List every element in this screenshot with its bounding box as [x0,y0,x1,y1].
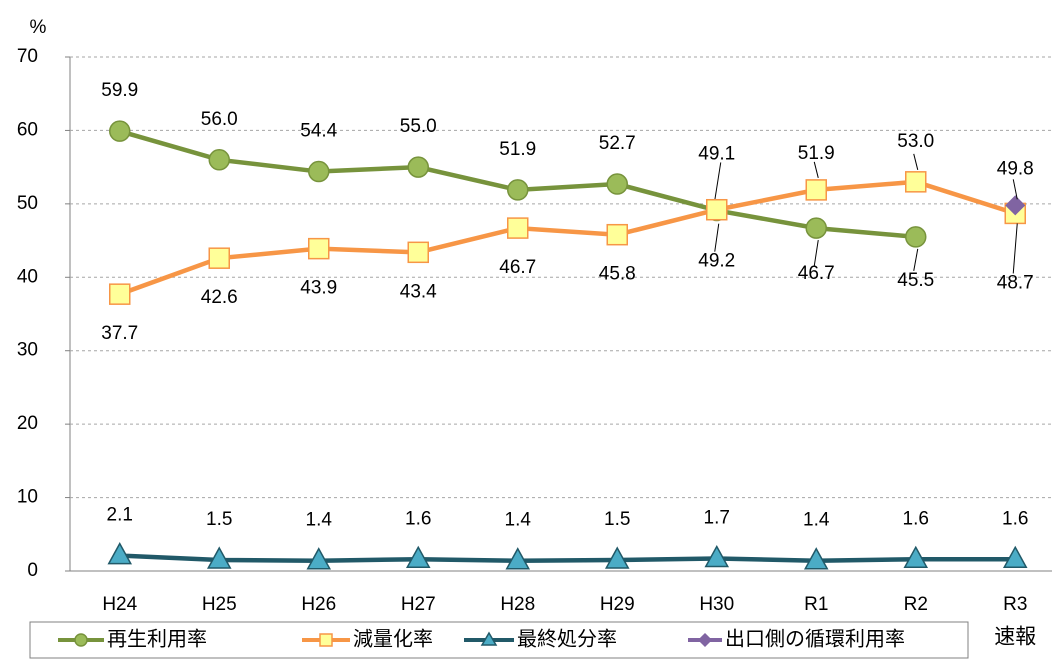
series-line [119,553,1016,563]
point [706,198,728,221]
leader-line [813,161,819,179]
leader-line [913,153,919,170]
y-tick-label: 20 [17,413,38,434]
legend-marker [74,633,88,647]
point [405,545,431,569]
point [208,247,230,269]
data-label: 51.9 [798,143,835,164]
point [507,217,529,239]
data-label: 46.7 [798,263,835,284]
point [903,545,929,569]
x-tick-label: R3 [1003,594,1027,615]
data-label: 37.7 [101,323,138,344]
y-unit: % [30,17,47,38]
data-label: 45.8 [599,264,636,285]
data-label: 45.5 [897,270,934,291]
data-label: 1.5 [206,509,232,530]
point [507,179,529,201]
x-tick-label: H25 [202,594,237,615]
data-label: 49.8 [997,158,1034,179]
y-tick-label: 10 [17,487,38,508]
x-tick-label: H29 [600,594,635,615]
point [803,547,829,570]
data-label: 42.6 [201,287,238,308]
point [109,283,131,305]
leader-line [813,240,819,267]
x-tick-label: H26 [301,594,336,615]
data-label: 1.4 [803,510,830,531]
point [604,546,630,569]
legend-marker [480,631,498,646]
x-tick-label: H24 [102,594,137,615]
data-label: 51.9 [499,139,536,160]
y-tick-label: 40 [17,266,38,287]
y-tick-label: 70 [17,46,38,67]
data-label: 49.1 [698,143,735,164]
x-tick-label: R2 [904,594,928,615]
point [1005,195,1026,216]
legend-label: 減量化率 [353,627,433,650]
legend-label: 最終処分率 [517,627,617,650]
leader-line [714,162,722,201]
point [206,546,232,569]
data-label: 43.4 [400,281,437,302]
leader-line [1012,179,1018,200]
data-label: 1.6 [1002,508,1028,529]
point [905,226,927,248]
data-label: 59.9 [101,80,138,101]
data-label: 43.9 [300,278,337,299]
point [308,237,330,260]
data-label: 2.1 [107,505,133,526]
data-label: 1.6 [405,508,431,529]
point [107,542,133,565]
data-label: 1.5 [604,509,630,530]
point [905,171,927,193]
data-label: 54.4 [300,121,337,142]
legend-label: 再生利用率 [107,627,207,650]
y-tick-label: 50 [17,193,38,214]
x-tick-label: H30 [699,594,734,615]
data-label: 1.4 [306,510,333,531]
data-label: 56.0 [201,109,238,130]
series-line [118,179,1016,297]
x-tick-note: 速報 [994,626,1036,649]
x-tick-label: H28 [500,594,535,615]
legend-marker [319,633,333,647]
point [308,160,330,183]
data-label: 1.7 [704,508,730,529]
data-label: 52.7 [599,133,636,154]
point [306,547,332,570]
x-tick-label: H27 [401,594,436,615]
data-label: 48.7 [997,272,1034,293]
point [1002,545,1028,569]
data-label: 1.6 [903,508,929,529]
data-label: 53.0 [897,131,934,152]
data-label: 49.2 [698,251,735,272]
data-label: 1.4 [505,510,532,531]
x-tick-label: R1 [804,594,828,615]
legend-label: 出口側の循環利用率 [725,627,905,650]
leader-line [714,223,720,252]
y-tick-label: 60 [17,119,38,140]
y-tick-label: 30 [17,340,38,361]
point [208,149,230,171]
point [805,179,827,201]
point [407,156,429,178]
point [704,544,730,568]
point [606,223,628,246]
legend-marker [697,632,713,648]
data-label: 55.0 [400,116,437,137]
y-tick-label: 0 [27,560,38,581]
point [805,217,827,239]
point [505,547,531,570]
point [606,173,628,195]
leader-line [913,248,919,271]
point [407,241,429,264]
point [109,120,131,142]
data-label: 46.7 [499,257,536,278]
leader-line [1012,223,1018,274]
